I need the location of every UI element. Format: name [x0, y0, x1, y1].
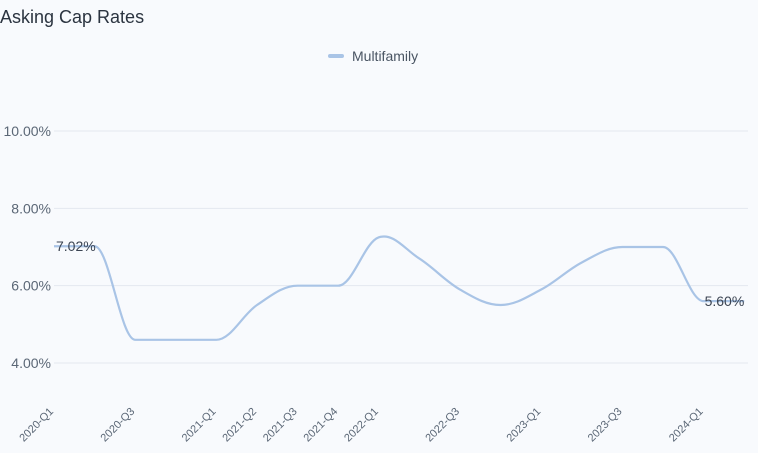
x-tick-label: 2020-Q3 [99, 406, 138, 445]
x-tick-label: 2022-Q1 [342, 406, 381, 445]
series-line-multifamily [54, 235, 745, 341]
data-label: 7.02% [56, 238, 96, 254]
y-tick-label: 8.00% [11, 200, 51, 216]
y-tick-label: 10.00% [4, 123, 51, 139]
y-axis: 4.00% 6.00% 8.00% 10.00% [4, 123, 51, 371]
x-tick-label: 2023-Q3 [586, 406, 625, 445]
y-tick-label: 4.00% [11, 355, 51, 371]
grid [54, 130, 748, 364]
x-tick-label: 2021-Q3 [261, 406, 300, 445]
data-labels: 7.02% 5.60% [56, 238, 744, 309]
x-axis: 2020-Q1 2020-Q3 2021-Q1 2021-Q2 2021-Q3 2021-… [17, 406, 705, 445]
chart-title: Asking Cap Rates [0, 7, 145, 27]
x-tick-label: 2021-Q4 [302, 406, 341, 445]
x-tick-label: 2024-Q1 [667, 406, 706, 445]
legend-label: Multifamily [352, 48, 419, 64]
legend-swatch [328, 54, 344, 58]
series-layer [54, 235, 745, 341]
y-tick-label: 6.00% [11, 278, 51, 294]
x-tick-label: 2022-Q3 [423, 406, 462, 445]
legend[interactable]: Multifamily [328, 48, 418, 64]
x-tick-label: 2020-Q1 [17, 406, 56, 445]
x-tick-label: 2021-Q2 [220, 406, 259, 445]
x-tick-label: 2021-Q1 [180, 406, 219, 445]
data-label: 5.60% [705, 293, 745, 309]
x-tick-label: 2023-Q1 [505, 406, 544, 445]
